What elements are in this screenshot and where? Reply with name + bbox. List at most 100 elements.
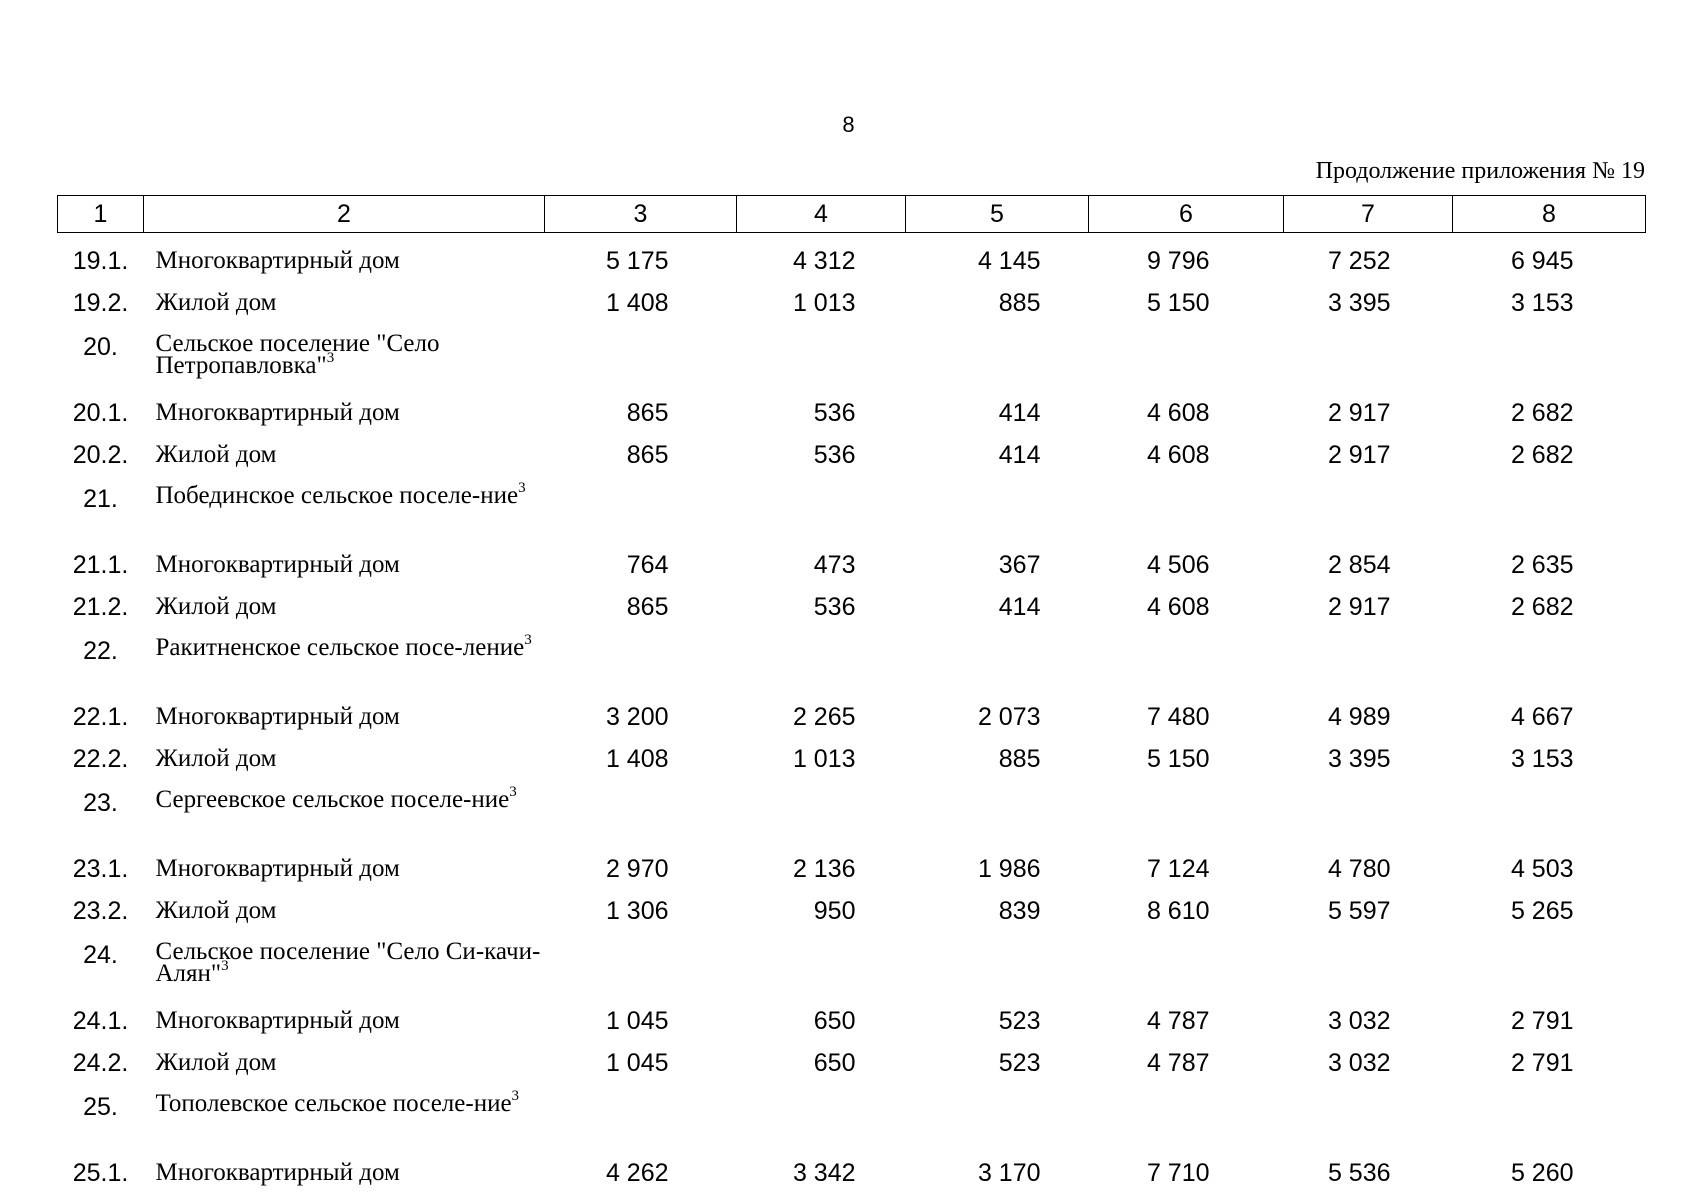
column-header: 6: [1088, 195, 1284, 233]
settlement-row: 24. Сельское поселение "Село Си-качи-Алян…: [58, 933, 1646, 1001]
value-cell-col-3: [545, 629, 737, 697]
value-cell-col-7: 4 989: [1327, 703, 1391, 731]
value-cell-col-6: [1089, 781, 1284, 849]
value-cell-col-3: [545, 1085, 737, 1153]
value-cell-col-4: 2 265: [792, 703, 856, 731]
settlement-name-text: Ракитненское сельское посе-ление: [155, 634, 525, 661]
building-type: Жилой дом: [155, 289, 277, 316]
value-cell-col-5: 2 073: [977, 703, 1041, 731]
building-type: Многоквартирный дом: [155, 1007, 400, 1034]
value-cell-col-6: 4 787: [1146, 1007, 1210, 1035]
value-cell-col-5: [906, 325, 1089, 393]
table-row: 24.2. Жилой дом 1 045 650 523 4 787 3 032 2 791: [58, 1043, 1646, 1085]
value-cell-col-7: 2 917: [1327, 441, 1391, 469]
value-cell-col-7: [1284, 1085, 1453, 1153]
table-row: 23.2. Жилой дом 1 306 950 839 8 610 5 597 5 265: [58, 891, 1646, 933]
value-cell-col-7: 2 854: [1327, 551, 1391, 579]
value-cell-col-4: [737, 933, 906, 1001]
value-cell-col-7: 3 395: [1327, 289, 1391, 317]
table-row: 22.1. Многоквартирный дом 3 200 2 265 2 073 7…: [58, 697, 1646, 739]
value-cell-col-8: [1453, 1085, 1646, 1153]
footnote-mark: 3: [524, 631, 532, 648]
value-cell-col-4: 950: [813, 897, 856, 925]
building-type: Жилой дом: [155, 745, 277, 772]
value-cell-col-8: 6 945: [1510, 247, 1574, 275]
table-row: 19.2. Жилой дом 1 408 1 013 885 5 150 3 395 3 1…: [58, 283, 1646, 325]
value-cell-col-4: 536: [813, 441, 856, 469]
value-cell-col-7: [1284, 325, 1453, 393]
footnote-mark: 3: [518, 479, 526, 496]
row-number: 23.2.: [72, 897, 129, 925]
value-cell-col-5: 3 170: [977, 1159, 1041, 1187]
value-cell-col-7: 7 252: [1327, 247, 1391, 275]
value-cell-col-8: 5 260: [1510, 1159, 1574, 1187]
value-cell-col-3: 4 262: [605, 1159, 669, 1187]
table-row: 21.2. Жилой дом 865 536 414 4 608 2 917 2 682: [58, 587, 1646, 629]
row-number: 24.1.: [72, 1007, 129, 1035]
footnote-mark: 3: [221, 957, 229, 974]
row-number: 23.: [83, 789, 118, 817]
value-cell-col-3: 3 200: [605, 703, 669, 731]
settlement-row: 23. Сергеевское сельское поселе-ние3: [58, 781, 1646, 849]
value-cell-col-8: 5 265: [1510, 897, 1574, 925]
value-cell-col-7: [1284, 477, 1453, 545]
table-row: 24.1. Многоквартирный дом 1 045 650 523 4 787…: [58, 1001, 1646, 1043]
table-row: 25.1. Многоквартирный дом 4 262 3 342 3 170 7…: [58, 1153, 1646, 1195]
value-cell-col-3: 1 045: [605, 1007, 669, 1035]
value-cell-col-8: 4 667: [1510, 703, 1574, 731]
value-cell-col-8: 2 682: [1510, 593, 1574, 621]
settlement-name: Побединское сельское поселе-ние3: [144, 477, 545, 545]
column-header: 2: [143, 195, 545, 233]
settlement-row: 25. Тополевское сельское поселе-ние3: [58, 1085, 1646, 1153]
value-cell-col-7: 5 597: [1327, 897, 1391, 925]
value-cell-col-8: 2 682: [1510, 441, 1574, 469]
building-type: Многоквартирный дом: [155, 399, 400, 426]
value-cell-col-4: [737, 477, 906, 545]
value-cell-col-3: [545, 325, 737, 393]
value-cell-col-3: [545, 781, 737, 849]
value-cell-col-5: 523: [998, 1049, 1041, 1077]
building-type: Жилой дом: [155, 1049, 277, 1076]
page-number: 8: [842, 112, 855, 137]
value-cell-col-4: 1 013: [792, 289, 856, 317]
value-cell-col-4: 473: [813, 551, 856, 579]
value-cell-col-8: [1453, 781, 1646, 849]
column-header: 7: [1283, 195, 1453, 233]
value-cell-col-3: 2 970: [605, 855, 669, 883]
settlement-row: 21. Побединское сельское поселе-ние3: [58, 477, 1646, 545]
value-cell-col-7: 3 032: [1327, 1007, 1391, 1035]
value-cell-col-6: 4 608: [1146, 399, 1210, 427]
tariff-table: 1 2 3 4 5 6 7 8 19.1. Многоквартирный дом…: [57, 195, 1646, 1195]
row-number: 24.: [83, 941, 118, 969]
row-number: 21.2.: [72, 593, 129, 621]
row-number: 19.2.: [72, 289, 129, 317]
row-number: 24.2.: [72, 1049, 129, 1077]
building-type: Жилой дом: [155, 593, 277, 620]
value-cell-col-5: [906, 629, 1089, 697]
value-cell-col-4: 650: [813, 1007, 856, 1035]
row-number: 19.1.: [72, 247, 129, 275]
row-number: 20.1.: [72, 399, 129, 427]
value-cell-col-3: 865: [626, 399, 669, 427]
value-cell-col-5: 839: [998, 897, 1041, 925]
value-cell-col-7: 3 032: [1327, 1049, 1391, 1077]
value-cell-col-3: 1 408: [605, 745, 669, 773]
value-cell-col-6: [1089, 1085, 1284, 1153]
table-row: 23.1. Многоквартирный дом 2 970 2 136 1 986 7…: [58, 849, 1646, 891]
value-cell-col-4: 3 342: [792, 1159, 856, 1187]
value-cell-col-8: 3 153: [1510, 745, 1574, 773]
building-type: Многоквартирный дом: [155, 855, 400, 882]
table-body: 19.1. Многоквартирный дом 5 175 4 312 4 145 9…: [58, 233, 1646, 1196]
value-cell-col-5: [906, 1085, 1089, 1153]
value-cell-col-7: [1284, 781, 1453, 849]
value-cell-col-4: 650: [813, 1049, 856, 1077]
value-cell-col-5: 1 986: [977, 855, 1041, 883]
value-cell-col-3: 764: [626, 551, 669, 579]
value-cell-col-6: [1089, 629, 1284, 697]
value-cell-col-6: 4 506: [1146, 551, 1210, 579]
value-cell-col-8: [1453, 325, 1646, 393]
building-type: Жилой дом: [155, 897, 277, 924]
value-cell-col-4: 4 312: [792, 247, 856, 275]
settlement-name: Тополевское сельское поселе-ние3: [144, 1085, 545, 1153]
value-cell-col-5: [906, 781, 1089, 849]
